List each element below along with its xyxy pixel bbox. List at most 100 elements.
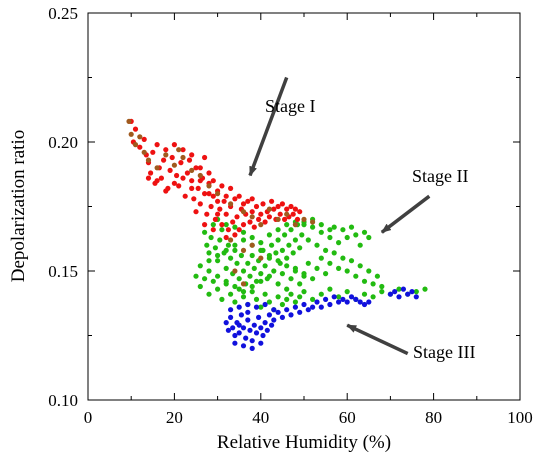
point-stage-i-overlap-30 <box>240 281 247 287</box>
point-stage-i-40 <box>219 222 225 228</box>
stage-ii-label: Stage II <box>412 166 468 186</box>
point-stage-ii-134 <box>275 227 281 233</box>
point-stage-iii-12 <box>249 338 255 344</box>
x-tick-labels: 0 20 40 60 80 100 <box>84 408 533 427</box>
point-stage-ii-41 <box>290 250 296 256</box>
point-stage-ii-149 <box>266 273 272 279</box>
point-stage-i-66 <box>275 203 281 210</box>
point-stage-iii-3 <box>230 325 236 331</box>
x-axis-label: Relative Humidity (%) <box>217 432 391 453</box>
point-stage-i-98 <box>202 222 208 228</box>
point-stage-i-80 <box>171 180 177 186</box>
point-stage-ii-94 <box>361 291 368 297</box>
point-stage-ii-145 <box>232 283 238 290</box>
point-stage-ii-160 <box>292 268 298 274</box>
point-stage-ii-117 <box>340 255 346 261</box>
point-stage-i-68 <box>279 201 285 207</box>
point-stage-i-30 <box>197 201 203 207</box>
point-stage-ii-48 <box>310 224 316 230</box>
point-stage-ii-60 <box>361 229 368 235</box>
point-stage-i-94 <box>236 193 242 199</box>
point-stage-ii-109 <box>305 260 311 266</box>
point-stage-iii-38 <box>340 296 346 302</box>
point-stage-i-79 <box>163 188 169 194</box>
point-stage-i-86 <box>223 193 229 199</box>
point-stage-ii-65 <box>206 291 212 297</box>
point-stage-ii-34 <box>275 237 281 243</box>
point-stage-i-64 <box>271 206 277 212</box>
point-stage-i-102 <box>232 232 238 238</box>
y-tick-labels: 0.10 0.15 0.20 0.25 <box>48 4 78 410</box>
point-stage-i-91 <box>210 178 216 184</box>
point-stage-i-overlap-1 <box>128 131 134 137</box>
point-stage-ii-114 <box>327 260 333 266</box>
point-stage-ii-151 <box>215 252 221 259</box>
point-stage-ii-89 <box>318 291 324 297</box>
point-stage-i-48 <box>236 227 242 233</box>
point-stage-ii-16 <box>236 276 242 282</box>
point-stage-ii-125 <box>374 273 380 279</box>
point-stage-ii-116 <box>336 265 342 271</box>
point-stage-i-10 <box>154 142 160 148</box>
point-stage-i-overlap-3 <box>137 134 143 140</box>
point-stage-i-overlap-4 <box>141 149 147 155</box>
point-stage-iii-20 <box>266 312 272 318</box>
point-stage-iii-0 <box>223 320 229 326</box>
point-stage-ii-150 <box>206 258 212 264</box>
point-stage-ii-135 <box>284 222 290 228</box>
point-stage-iii-41 <box>353 296 359 302</box>
y-tick-label-0.10: 0.10 <box>48 391 78 410</box>
point-stage-iii-37 <box>336 299 342 305</box>
axis-ticks <box>87 12 521 401</box>
point-stage-i-3 <box>137 144 143 150</box>
point-stage-ii-70 <box>228 291 234 297</box>
point-stage-iii-61 <box>258 340 264 346</box>
point-stage-i-26 <box>189 178 195 184</box>
point-stage-ii-128 <box>223 222 229 228</box>
point-stage-ii-58 <box>353 232 359 238</box>
point-stage-i-32 <box>202 191 208 197</box>
point-stage-i-41 <box>221 198 227 204</box>
point-stage-ii-77 <box>258 304 264 310</box>
point-stage-ii-88 <box>310 296 316 302</box>
point-stage-ii-91 <box>336 294 342 300</box>
point-stage-ii-44 <box>297 245 303 251</box>
point-stage-iii-24 <box>279 314 285 320</box>
point-stage-i-overlap-19 <box>266 206 272 212</box>
point-stage-ii-6 <box>215 258 221 264</box>
point-stage-i-overlap-25 <box>228 237 234 243</box>
point-stage-iii-49 <box>405 291 411 297</box>
point-stage-iii-55 <box>253 304 260 310</box>
point-stage-i-74 <box>292 206 298 212</box>
point-stage-iii-11 <box>247 327 253 333</box>
point-stage-iii-63 <box>236 322 242 328</box>
scatter-points <box>126 118 428 351</box>
point-stage-ii-49 <box>314 242 320 248</box>
point-stage-iii-47 <box>396 294 402 300</box>
y-tick-label-0.25: 0.25 <box>48 4 78 23</box>
point-stage-i-overlap-17 <box>249 214 255 220</box>
point-stage-i-78 <box>154 178 160 184</box>
point-stage-i-100 <box>215 211 221 217</box>
point-stage-i-12 <box>158 175 164 181</box>
y-tick-label-0.20: 0.20 <box>48 133 78 152</box>
series-stage-i <box>128 118 303 241</box>
point-stage-ii-141 <box>197 263 203 269</box>
point-stage-ii-39 <box>286 242 292 248</box>
point-stage-iii-44 <box>366 299 372 305</box>
point-stage-i-43 <box>225 227 231 233</box>
point-stage-i-35 <box>208 203 214 210</box>
point-stage-i-overlap-11 <box>189 167 195 173</box>
point-stage-i-8 <box>150 149 156 155</box>
point-stage-ii-75 <box>249 289 255 295</box>
point-stage-iii-62 <box>245 309 251 315</box>
point-stage-ii-32 <box>271 268 277 274</box>
point-stage-iii-23 <box>275 309 281 315</box>
point-stage-ii-133 <box>266 232 272 238</box>
point-stage-ii-71 <box>232 299 238 305</box>
point-stage-i-58 <box>258 211 264 217</box>
point-stage-ii-123 <box>366 268 372 274</box>
point-stage-iii-30 <box>305 307 311 313</box>
point-stage-ii-37 <box>282 232 288 238</box>
